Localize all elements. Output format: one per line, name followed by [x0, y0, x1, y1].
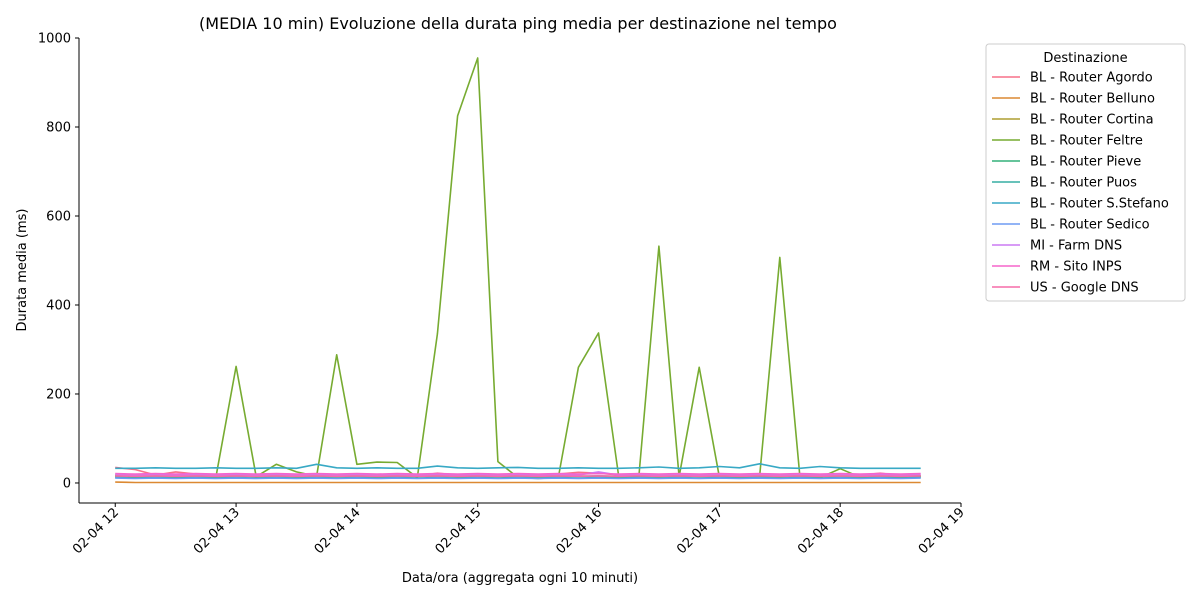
legend-item-label: US - Google DNS [1030, 281, 1139, 296]
legend-item-label: BL - Router Cortina [1030, 113, 1154, 128]
chart-title: (MEDIA 10 min) Evoluzione della durata p… [199, 14, 837, 33]
x-tick-label: 02-04 13 [191, 505, 243, 557]
x-tick-label: 02-04 12 [70, 505, 122, 557]
y-tick-label: 600 [46, 209, 71, 224]
x-tick-label: 02-04 16 [553, 505, 605, 557]
legend-item-label: BL - Router Pieve [1030, 155, 1141, 170]
y-tick-label: 200 [46, 387, 71, 402]
series-line-3 [115, 58, 921, 479]
x-tick-label: 02-04 15 [433, 505, 485, 557]
x-tick-label: 02-04 18 [795, 505, 847, 557]
y-tick-label: 0 [63, 476, 71, 491]
legend-item-label: BL - Router Puos [1030, 176, 1137, 191]
legend-title: Destinazione [1043, 51, 1127, 66]
y-tick-label: 800 [46, 120, 71, 135]
y-tick-label: 400 [46, 298, 71, 313]
legend-item-label: BL - Router S.Stefano [1030, 197, 1169, 212]
legend-item-label: BL - Router Belluno [1030, 92, 1155, 107]
legend-item-label: BL - Router Sedico [1030, 218, 1150, 233]
legend-item-label: BL - Router Agordo [1030, 71, 1153, 86]
y-tick-label: 1000 [38, 32, 71, 47]
x-tick-label: 02-04 17 [674, 505, 726, 557]
x-tick-label: 02-04 19 [916, 505, 968, 557]
x-tick-label: 02-04 14 [312, 505, 364, 557]
legend-item-label: MI - Farm DNS [1030, 239, 1122, 254]
legend: Destinazione BL - Router Agordo BL - Route… [986, 44, 1185, 301]
x-axis-label: Data/ora (aggregata ogni 10 minuti) [402, 571, 638, 586]
legend-item-label: BL - Router Feltre [1030, 134, 1143, 149]
legend-item-label: RM - Sito INPS [1030, 260, 1122, 275]
plot-area [115, 58, 921, 483]
series-line-9 [115, 474, 921, 475]
series-line-6 [115, 464, 921, 469]
y-axis-label: Durata media (ms) [15, 209, 30, 332]
